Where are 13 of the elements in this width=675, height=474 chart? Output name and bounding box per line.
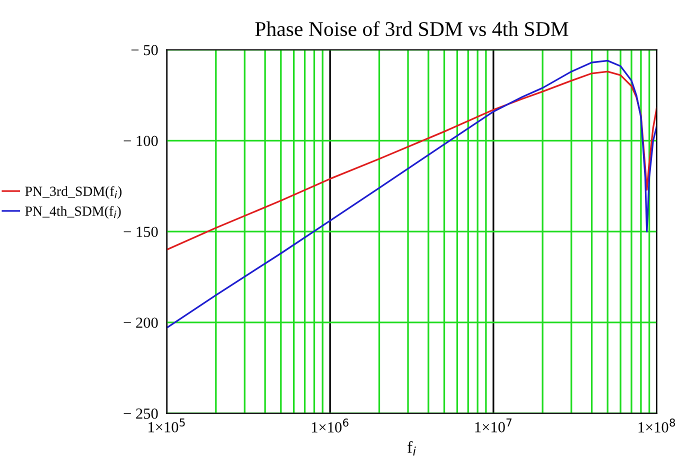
y-tick-label: − 200 (124, 318, 158, 328)
legend-label: PN_3rd_SDM(f$_{i}$) (25, 186, 122, 199)
x-tick-label: 1×10$^{6}$ (312, 418, 348, 432)
x-axis-title: f$_{i}$ (408, 441, 416, 456)
y-tick-label: − 150 (124, 226, 158, 237)
x-tick-label: 1×10$^{5}$ (148, 418, 185, 432)
y-tick-label: − 50 (131, 44, 158, 56)
y-tick-label: − 250 (124, 408, 158, 419)
x-tick-label: 1×10$^{7}$ (475, 418, 512, 432)
legend-label: PN_4th_SDM(f$_{i}$) (25, 206, 121, 219)
y-tick-label: − 100 (124, 136, 158, 146)
x-tick-label: 1×10$^{8}$ (638, 418, 675, 432)
chart-title: Phase Noise of 3rd SDM vs 4th SDM (255, 21, 568, 36)
